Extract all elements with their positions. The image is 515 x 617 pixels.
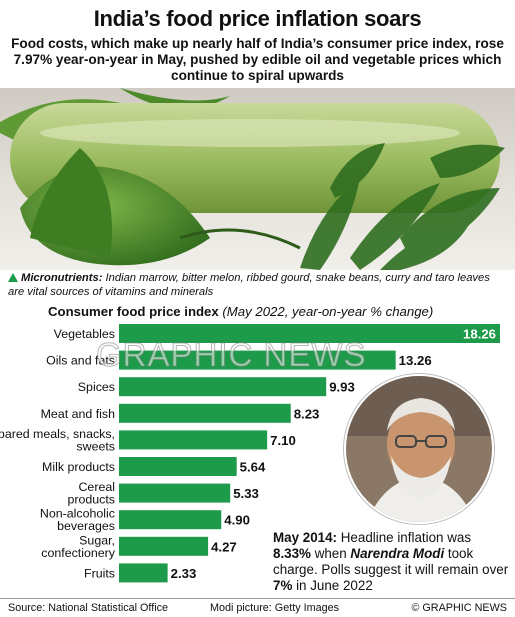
photo-caption: Micronutrients: Indian marrow, bitter me… — [8, 271, 508, 299]
category-label-8: Non-alcoholic beverages — [40, 507, 115, 534]
bar-8 — [119, 510, 222, 530]
value-label-1: 18.26 — [463, 327, 496, 342]
bar-6 — [119, 457, 237, 476]
chart-title-subtitle: (May 2022, year-on-year % change) — [222, 304, 434, 319]
caption-lead: Micronutrients: — [21, 272, 103, 284]
value-label-8: 4.90 — [224, 513, 250, 528]
page-subtitle: Food costs, which make up nearly half of… — [11, 36, 504, 83]
value-label-3: 9.93 — [329, 380, 355, 395]
footer-source: Source: National Statistical Office — [8, 602, 169, 614]
note-name: Narendra Modi — [350, 546, 445, 561]
category-label-3: Spices — [78, 380, 115, 394]
value-label-9: 4.27 — [211, 539, 237, 554]
value-label-7: 5.33 — [233, 486, 259, 501]
note-lead: May 2014: — [273, 530, 338, 545]
category-label-10: Fruits — [84, 566, 115, 580]
caption-text: Indian marrow, bitter melon, ribbed gour… — [8, 272, 490, 298]
value-label-2: 13.26 — [399, 353, 432, 368]
chart-title-main: Consumer food price index — [48, 304, 219, 319]
note-value-1: 8.33% — [273, 546, 311, 561]
note-text-3: took charge. Polls suggest it will remai… — [273, 546, 509, 577]
vegetables-photo — [0, 88, 515, 270]
footer-copyright: © GRAPHIC NEWS — [411, 602, 507, 614]
value-label-6: 5.64 — [240, 460, 266, 475]
category-label-6: Milk products — [42, 460, 115, 474]
bar-1 — [119, 324, 500, 343]
watermark: GRAPHIC NEWS — [96, 336, 367, 374]
value-label-4: 8.23 — [294, 406, 320, 421]
note-text-2: when — [310, 546, 351, 561]
value-label-5: 7.10 — [270, 433, 296, 448]
bar-5 — [119, 430, 268, 450]
bar-chart: Vegetables 18.26 Oils and fats 13.26 Spices 9… — [0, 324, 500, 583]
category-label-4: Meat and fish — [41, 407, 115, 421]
bar-4 — [119, 403, 291, 423]
note-text-4: in June 2022 — [292, 578, 373, 593]
footer: Source: National Statistical Office Modi… — [0, 598, 515, 617]
category-label-7: Cereal products — [67, 480, 115, 507]
bar-10 — [119, 563, 168, 583]
value-label-10: 2.33 — [171, 566, 197, 581]
chart-title: Consumer food price index (May 2022, yea… — [48, 304, 433, 319]
bar-2 — [119, 350, 396, 370]
category-label-9: Sugar, confectionery — [41, 533, 116, 560]
note-value-2: 7% — [273, 578, 293, 593]
category-label-5: Prepared meals, snacks,sweets — [0, 427, 115, 454]
category-label-1: Vegetables — [54, 327, 115, 341]
category-label-2: Oils and fats — [46, 354, 115, 368]
caption-marker-icon — [8, 273, 18, 282]
note-text-1: Headline inflation was — [337, 530, 472, 545]
bar-9 — [119, 536, 209, 556]
inflation-note: May 2014: Headline inflation was 8.33% w… — [273, 530, 509, 594]
page-title: India’s food price inflation soars — [93, 6, 422, 31]
footer-picture-credit: Modi picture: Getty Images — [210, 602, 340, 614]
modi-portrait — [344, 374, 494, 524]
bar-3 — [119, 377, 327, 397]
bar-7 — [119, 483, 231, 503]
